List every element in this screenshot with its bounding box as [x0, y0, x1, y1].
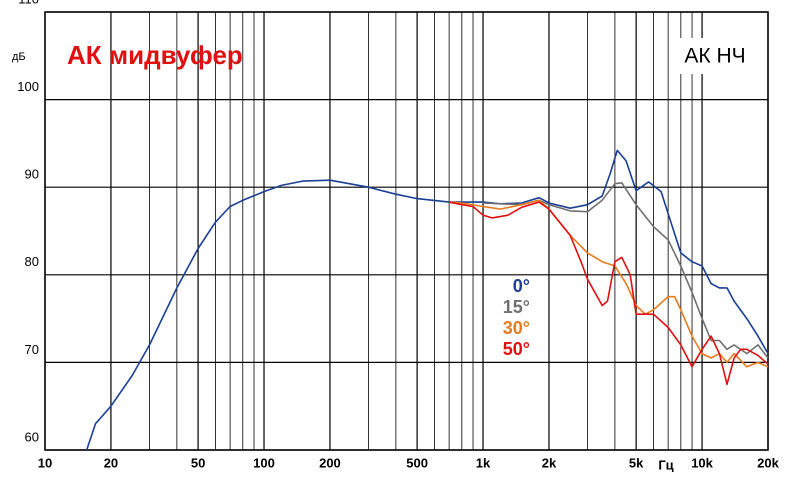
series-line — [482, 182, 769, 359]
x-tick-label: 10k — [691, 455, 713, 470]
series-line — [85, 149, 769, 451]
series-line — [448, 201, 769, 386]
y-tick-label: 90 — [25, 167, 39, 182]
y-axis-label: дБ — [12, 51, 26, 63]
plot-area — [44, 11, 769, 451]
legend-entry: 30° — [503, 318, 530, 338]
x-tick-label: 200 — [319, 455, 341, 470]
x-tick-label: 10 — [38, 455, 52, 470]
lines — [85, 149, 769, 451]
x-tick-label: 20k — [757, 455, 779, 470]
y-tick-label: 60 — [25, 429, 39, 444]
legend-entry: 50° — [503, 339, 530, 359]
y-tick-label: 80 — [25, 254, 39, 269]
x-tick-label: 5k — [629, 455, 644, 470]
x-axis-label: Гц — [658, 457, 673, 472]
annotation-box — [672, 38, 758, 74]
x-tick-label: 50 — [191, 455, 205, 470]
legend-entry: 0° — [513, 276, 530, 296]
x-tick-label: 2k — [542, 455, 557, 470]
y-tick-label: 100 — [17, 79, 39, 94]
y-tick-label: 110 — [18, 0, 39, 6]
y-tick-label: 70 — [25, 342, 39, 357]
grid — [44, 11, 769, 451]
x-tick-label: 500 — [406, 455, 428, 470]
x-tick-label: 100 — [253, 455, 275, 470]
legend-entry: 15° — [503, 297, 530, 317]
chart-title: АК мидвуфер — [67, 40, 243, 70]
x-tick-label: 20 — [104, 455, 118, 470]
annotation: АК НЧ — [684, 45, 745, 68]
x-tick-label: 1k — [476, 455, 491, 470]
